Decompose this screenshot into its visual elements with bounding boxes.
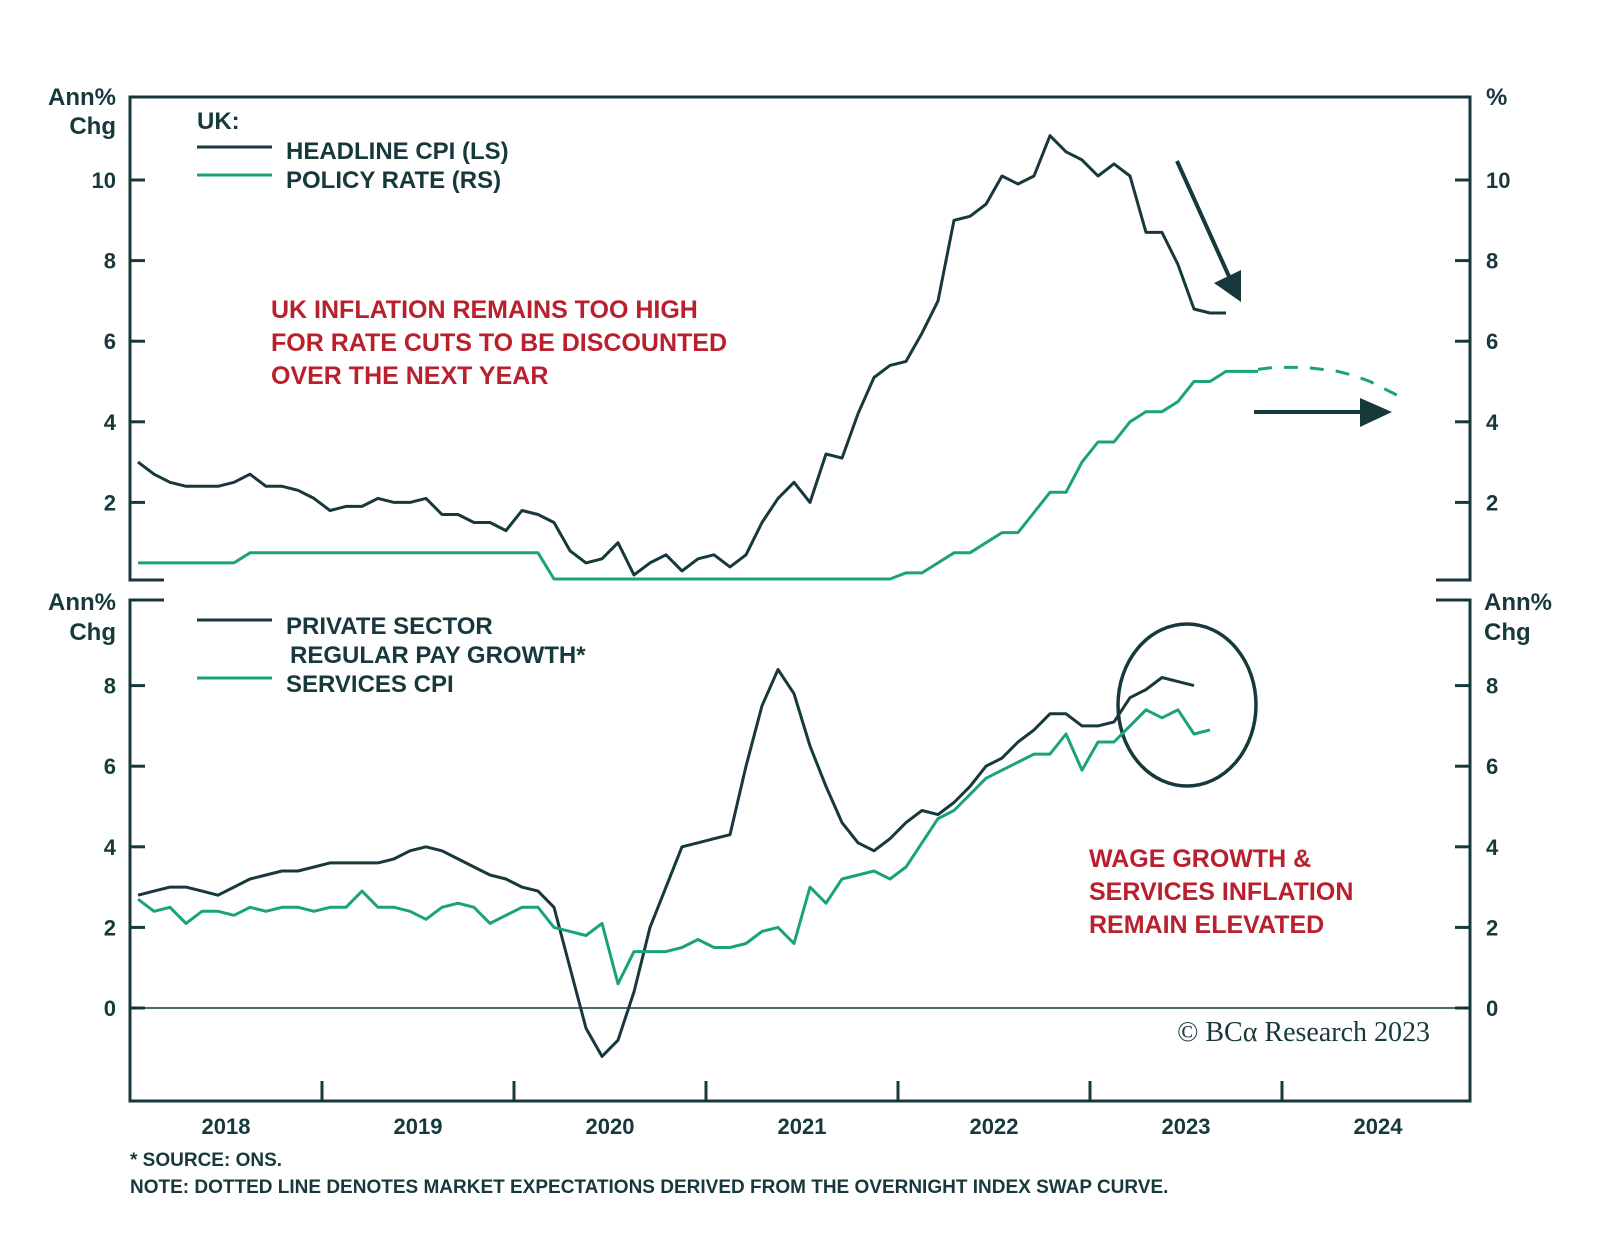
legend-label-services-cpi: SERVICES CPI: [286, 671, 454, 698]
top-panel-frame: [128, 95, 1472, 582]
bottom-annotation-line2: SERVICES INFLATION: [1089, 878, 1353, 906]
top-annotation-line3: OVER THE NEXT YEAR: [271, 362, 548, 390]
down-arrow-icon: [1175, 160, 1241, 302]
top-panel-left-border: [128, 95, 1472, 582]
top-annotation: UK INFLATION REMAINS TOO HIGH FOR RATE C…: [271, 296, 727, 390]
x-tick-label: 2022: [970, 1114, 1019, 1139]
bottom-series-private-sector-regular-pay-growth: [137, 668, 1195, 1058]
top-right-tick-label: 2: [1486, 490, 1498, 515]
bottom-series-services-cpi: [137, 708, 1211, 986]
bottom-left-unit-line2: Chg: [69, 619, 116, 646]
x-tick-label: 2020: [586, 1114, 635, 1139]
footnote-source: * SOURCE: ONS.: [130, 1150, 282, 1171]
footnote-note: NOTE: DOTTED LINE DENOTES MARKET EXPECTA…: [130, 1177, 1168, 1198]
top-left-tick-label: 4: [104, 410, 117, 435]
x-tick-label: 2023: [1162, 1114, 1211, 1139]
legend-label-pay-growth-line1: PRIVATE SECTOR: [286, 613, 493, 640]
top-y-ticks: 2 2 4 4 6 6 8 8 10 10: [92, 168, 1511, 515]
x-tick-label: 2021: [778, 1114, 827, 1139]
top-series-headline-cpi-ls: [137, 134, 1226, 577]
top-series-market-expectations-ois: [1257, 365, 1403, 399]
bottom-right-tick-label: 2: [1486, 915, 1498, 940]
highlight-circle: [1116, 622, 1258, 788]
x-tick-label: 2019: [394, 1114, 443, 1139]
top-right-tick-label: 6: [1486, 329, 1498, 354]
bottom-right-tick-label: 8: [1486, 674, 1498, 699]
top-left-tick-label: 6: [104, 329, 116, 354]
top-left-unit-line1: Ann%: [48, 84, 116, 111]
copyright: © BCα Research 2023: [1177, 1017, 1430, 1048]
top-right-unit: %: [1486, 84, 1507, 111]
top-legend-title: UK:: [197, 108, 240, 135]
bottom-left-tick-label: 0: [104, 996, 116, 1021]
top-left-tick-label: 8: [104, 249, 116, 274]
bottom-panel-frame: [128, 598, 1472, 1103]
top-right-tick-label: 8: [1486, 249, 1498, 274]
top-right-tick-label: 4: [1486, 410, 1499, 435]
x-axis-ticks: [320, 1081, 1284, 1101]
right-arrow-icon: [1254, 398, 1392, 427]
bottom-legend: PRIVATE SECTOR REGULAR PAY GROWTH* SERVI…: [197, 613, 586, 698]
x-tick-label: 2018: [202, 1114, 251, 1139]
bottom-annotation-line1: WAGE GROWTH &: [1089, 845, 1311, 873]
x-tick-label: 2024: [1354, 1114, 1404, 1139]
bottom-y-ticks: 0 0 2 2 4 4 6 6 8 8: [104, 674, 1499, 1021]
top-right-tick-label: 10: [1486, 168, 1510, 193]
legend-label-pay-growth-line2: REGULAR PAY GROWTH*: [290, 642, 586, 669]
bottom-panel-border: [128, 598, 1472, 1103]
top-series-policy-rate-rs: [138, 369, 1258, 581]
bottom-left-tick-label: 8: [104, 674, 116, 699]
legend-label-headline-cpi: HEADLINE CPI (LS): [286, 138, 509, 165]
bottom-left-unit-line1: Ann%: [48, 589, 116, 616]
bottom-left-tick-label: 4: [104, 835, 117, 860]
bottom-right-tick-label: 4: [1486, 835, 1499, 860]
series-layer: [137, 134, 1403, 1058]
top-left-tick-label: 10: [92, 168, 116, 193]
top-legend: UK: HEADLINE CPI (LS) POLICY RATE (RS): [197, 108, 509, 194]
top-annotation-line1: UK INFLATION REMAINS TOO HIGH: [271, 296, 698, 324]
bottom-left-tick-label: 6: [104, 754, 116, 779]
bottom-right-unit-line2: Chg: [1484, 619, 1531, 646]
legend-label-policy-rate: POLICY RATE (RS): [286, 167, 501, 194]
bottom-annotation-line3: REMAIN ELEVATED: [1089, 911, 1324, 939]
x-axis-labels: 2018 2019 2020 2021 2022 2023 2024: [202, 1114, 1404, 1139]
bottom-right-unit-line1: Ann%: [1484, 589, 1552, 616]
top-annotation-line2: FOR RATE CUTS TO BE DISCOUNTED: [271, 329, 727, 357]
bottom-left-tick-label: 2: [104, 915, 116, 940]
top-left-tick-label: 2: [104, 490, 116, 515]
bottom-annotation: WAGE GROWTH & SERVICES INFLATION REMAIN …: [1089, 845, 1353, 939]
top-left-unit-line2: Chg: [69, 113, 116, 140]
bottom-right-tick-label: 6: [1486, 754, 1498, 779]
bottom-right-tick-label: 0: [1486, 996, 1498, 1021]
